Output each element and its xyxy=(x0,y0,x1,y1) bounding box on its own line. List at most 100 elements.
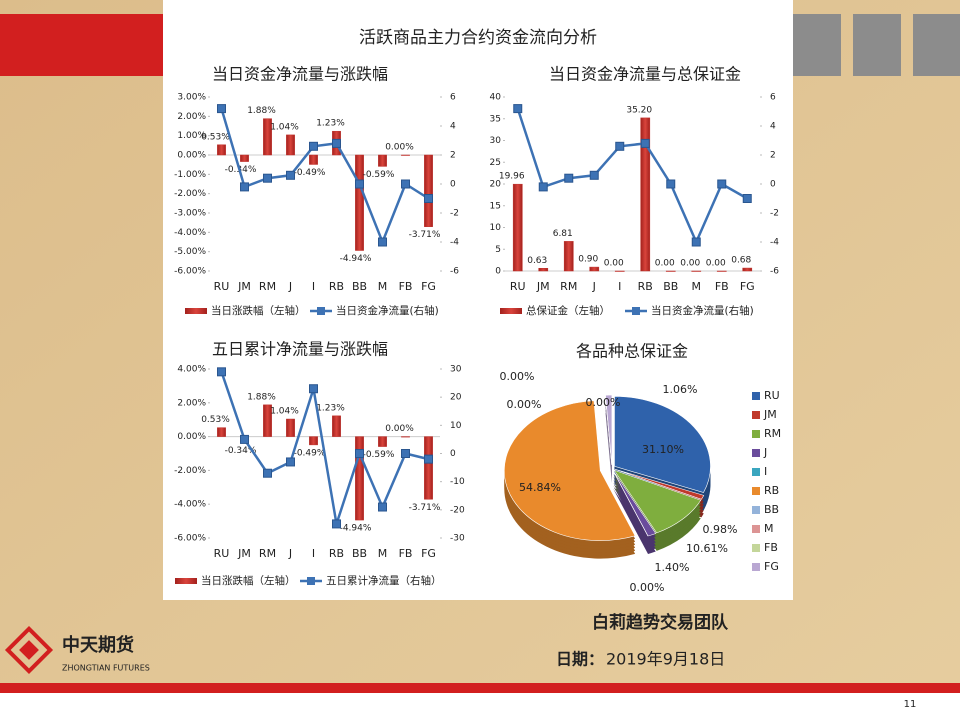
bar xyxy=(716,270,727,272)
chart-title: 当日资金净流量与涨跌幅 xyxy=(212,65,388,84)
bar xyxy=(378,436,387,447)
data-label: 0.00% xyxy=(630,581,665,594)
bar xyxy=(263,118,272,156)
legend-swatch xyxy=(185,308,207,314)
marker xyxy=(378,237,387,247)
marker xyxy=(640,138,650,148)
y2-tick-label: -20 xyxy=(450,505,465,515)
bar xyxy=(424,436,433,500)
marker xyxy=(564,173,574,183)
data-label: 19.96 xyxy=(499,172,525,182)
marker xyxy=(355,179,364,189)
legend-swatch xyxy=(752,468,760,476)
slice xyxy=(503,400,636,541)
bar xyxy=(309,436,318,446)
legend-swatch xyxy=(752,411,760,419)
x-tick-label: RU xyxy=(214,547,230,560)
data-label: 0.00% xyxy=(385,424,414,434)
data-label: 1.88% xyxy=(247,392,276,402)
y2-tick-label: -4 xyxy=(450,238,459,248)
y-tick-label: 30 xyxy=(490,136,502,146)
y2-tick-label: -2 xyxy=(450,209,459,219)
y2-tick-label: 6 xyxy=(450,93,456,103)
y-tick-label: -2.00% xyxy=(174,189,206,199)
marker xyxy=(217,367,226,377)
y-tick-label: 35 xyxy=(490,114,501,124)
marker xyxy=(240,182,249,192)
data-label: -3.71% xyxy=(409,503,441,513)
legend-label: RM xyxy=(764,427,781,440)
x-tick-label: J xyxy=(288,280,292,293)
data-label: 0.00 xyxy=(706,259,726,269)
x-tick-label: J xyxy=(592,280,596,293)
bar xyxy=(240,154,249,162)
data-label: 6.81 xyxy=(553,229,573,239)
data-label: 0.98% xyxy=(703,523,738,536)
marker xyxy=(401,449,410,458)
data-label: 0.90 xyxy=(578,255,598,265)
legend-swatch xyxy=(752,449,760,457)
chart-title: 五日累计净流量与涨跌幅 xyxy=(212,340,388,359)
legend-swatch xyxy=(632,307,640,315)
marker xyxy=(355,449,364,458)
marker xyxy=(424,454,433,464)
legend-swatch xyxy=(317,307,325,315)
data-label: 1.88% xyxy=(247,106,276,116)
y-tick-label: -1.00% xyxy=(174,170,206,180)
y2-tick-label: -6 xyxy=(770,267,779,277)
y2-tick-label: 30 xyxy=(450,365,462,375)
marker xyxy=(589,170,599,180)
legend-swatch xyxy=(752,506,760,514)
data-label: 0.53% xyxy=(201,415,230,425)
y2-tick-label: -10 xyxy=(450,477,465,487)
marker xyxy=(666,179,676,189)
x-tick-label: M xyxy=(378,280,388,293)
data-label: 10.61% xyxy=(686,542,728,555)
y-tick-label: 25 xyxy=(490,158,501,168)
x-tick-label: RU xyxy=(214,280,230,293)
x-tick-label: RB xyxy=(329,547,344,560)
legend-label: 当日资金净流量(右轴) xyxy=(336,304,439,317)
data-label: 1.40% xyxy=(655,561,690,574)
legend-label: 五日累计净流量（右轴） xyxy=(326,574,442,587)
y-tick-label: 4.00% xyxy=(177,365,206,375)
x-tick-label: BB xyxy=(352,280,367,293)
y-tick-label: 10 xyxy=(490,223,502,233)
y-tick-label: 0.00% xyxy=(177,151,206,161)
y-tick-label: 15 xyxy=(490,201,501,211)
y2-tick-label: 4 xyxy=(770,122,776,132)
x-tick-label: M xyxy=(378,547,388,560)
x-tick-label: FG xyxy=(421,280,436,293)
gray-block xyxy=(913,14,960,76)
data-label: 0.00% xyxy=(385,143,414,153)
bar xyxy=(355,436,364,521)
legend-swatch xyxy=(752,563,760,571)
y2-tick-label: 0 xyxy=(450,180,456,190)
data-label: -4.94% xyxy=(340,524,372,534)
y-tick-label: 1.00% xyxy=(177,131,206,141)
y2-tick-label: 2 xyxy=(770,151,776,161)
bar xyxy=(512,183,523,272)
logo-name: 中天期货 xyxy=(62,634,134,656)
marker xyxy=(217,104,226,114)
x-tick-label: RM xyxy=(259,547,276,560)
data-label: 54.84% xyxy=(519,481,561,494)
x-tick-label: FG xyxy=(740,280,755,293)
bar xyxy=(563,241,574,272)
data-label: 0.63 xyxy=(527,256,547,266)
x-tick-label: RU xyxy=(510,280,526,293)
data-label: 1.23% xyxy=(316,403,345,413)
marker xyxy=(401,179,410,189)
bar xyxy=(691,270,702,272)
y2-tick-label: -30 xyxy=(450,534,465,544)
red-band xyxy=(0,14,163,76)
y-tick-label: 0 xyxy=(495,267,501,277)
logo-sub: ZHONGTIAN FUTURES xyxy=(62,664,150,673)
data-label: -0.59% xyxy=(363,170,395,180)
marker xyxy=(263,468,272,478)
y-tick-label: 20 xyxy=(490,180,502,190)
legend-swatch xyxy=(175,578,197,584)
legend-label: I xyxy=(764,465,767,478)
bar xyxy=(538,268,549,272)
legend-label: J xyxy=(763,446,767,459)
